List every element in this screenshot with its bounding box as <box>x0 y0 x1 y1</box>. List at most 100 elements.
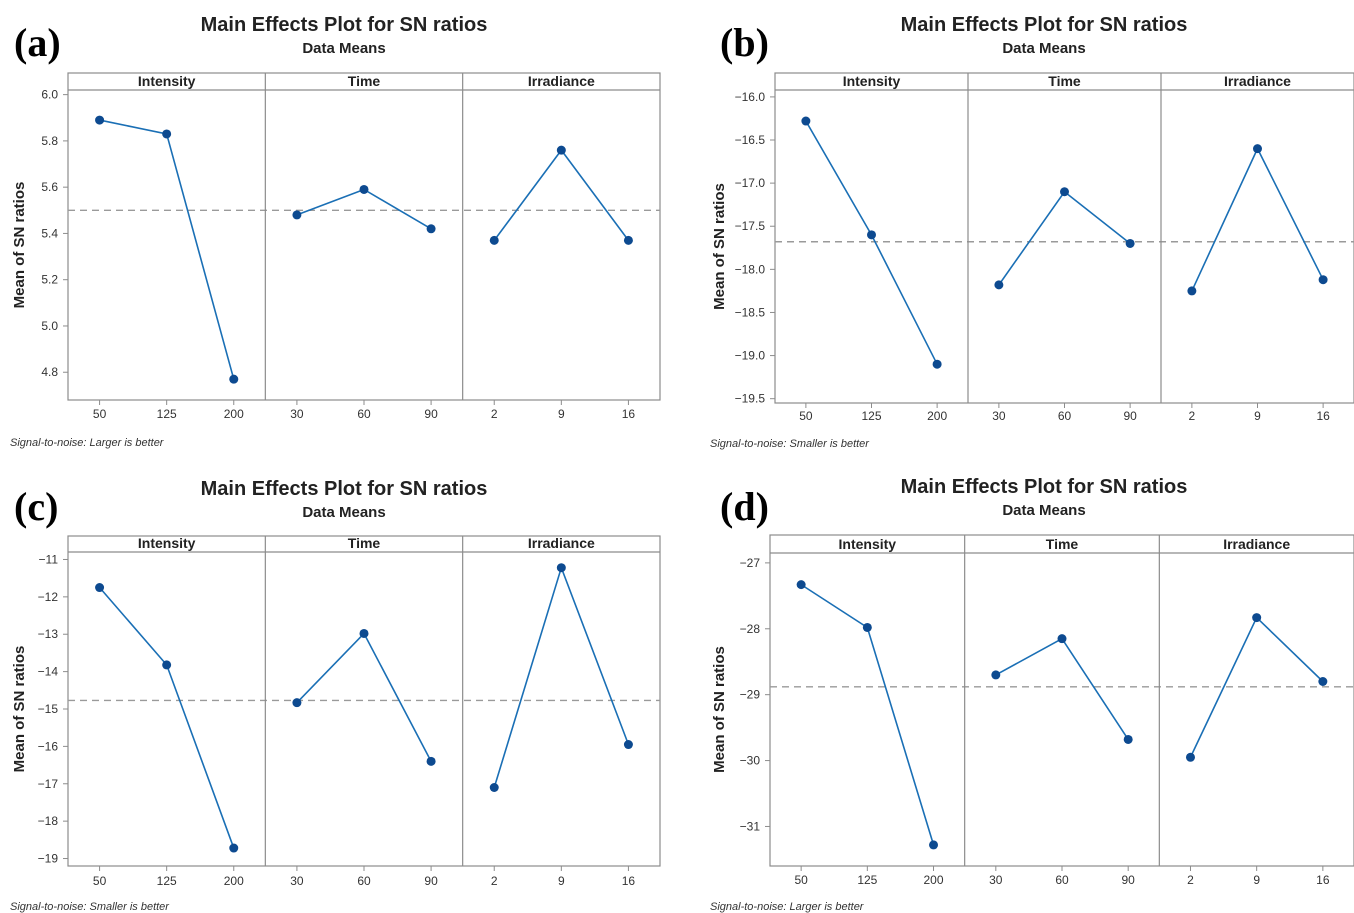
footnote: Signal-to-noise: Smaller is better <box>10 901 170 913</box>
chart-title: Main Effects Plot for SN ratios <box>201 478 488 500</box>
y-tick-label: −27 <box>740 556 761 570</box>
footnote: Signal-to-noise: Smaller is better <box>710 438 870 450</box>
x-tick-label: 30 <box>290 874 304 888</box>
panel-header-irradiance: Irradiance <box>1224 73 1291 89</box>
subplot-label: (c) <box>14 484 58 529</box>
data-point <box>1252 613 1262 623</box>
y-tick-label: 5.8 <box>41 134 58 148</box>
series-line-irradiance <box>1191 146 1324 292</box>
y-tick-label: −13 <box>38 627 59 641</box>
y-tick-label: 6.0 <box>41 88 58 102</box>
y-tick-label: −30 <box>740 754 761 768</box>
x-tick-label: 16 <box>1316 873 1330 887</box>
y-axis-label: Mean of SN ratios <box>11 182 28 309</box>
data-point <box>556 145 566 155</box>
data-point <box>359 184 369 194</box>
series-line-irradiance <box>493 148 630 241</box>
x-tick-label: 50 <box>93 874 107 888</box>
x-tick-label: 125 <box>857 873 877 887</box>
y-tick-label: −12 <box>38 590 59 604</box>
x-tick-label: 60 <box>1055 873 1069 887</box>
data-point <box>1187 286 1197 296</box>
footnote: Signal-to-noise: Larger is better <box>10 437 165 449</box>
y-tick-label: −18 <box>38 814 59 828</box>
x-tick-label: 90 <box>1123 409 1137 423</box>
x-tick-label: 9 <box>1253 873 1260 887</box>
panel-header-irradiance: Irradiance <box>1223 536 1290 552</box>
y-tick-label: −19.0 <box>735 349 766 363</box>
x-tick-label: 2 <box>1187 873 1194 887</box>
x-tick-label: 90 <box>424 874 438 888</box>
x-tick-label: 16 <box>1316 409 1330 423</box>
y-tick-label: −11 <box>39 552 59 566</box>
panel-header-time: Time <box>348 535 381 551</box>
x-tick-label: 125 <box>861 409 881 423</box>
panel-header-irradiance: Irradiance <box>528 73 595 89</box>
data-point <box>929 840 939 850</box>
data-point <box>1318 676 1328 686</box>
data-point <box>489 783 499 792</box>
panel-header-intensity: Intensity <box>138 73 196 89</box>
y-axis-label: Mean of SN ratios <box>711 646 728 773</box>
data-point <box>292 698 302 708</box>
y-tick-label: −18.0 <box>735 262 766 276</box>
y-tick-label: −17.5 <box>735 219 766 233</box>
y-tick-label: −19.5 <box>735 392 766 406</box>
chart-title: Main Effects Plot for SN ratios <box>901 476 1188 498</box>
x-tick-label: 200 <box>224 874 244 888</box>
x-tick-label: 125 <box>157 874 177 888</box>
data-point <box>1060 187 1069 197</box>
data-point <box>229 843 239 853</box>
subplot-d: (d) Main Effects Plot for SN ratios Data M… <box>710 476 1354 913</box>
subplot-label: (d) <box>720 484 769 529</box>
series-line-time <box>995 637 1129 740</box>
series-line-time <box>296 188 432 230</box>
panel-header-intensity: Intensity <box>839 536 897 552</box>
subplot-c: (c) Main Effects Plot for SN ratios Data M… <box>10 478 661 913</box>
y-tick-label: 5.4 <box>41 226 58 240</box>
x-tick-label: 90 <box>424 407 438 421</box>
chart-title: Main Effects Plot for SN ratios <box>901 14 1188 36</box>
y-tick-label: −16.0 <box>735 90 766 104</box>
x-tick-label: 9 <box>558 407 565 421</box>
x-tick-label: 16 <box>622 407 636 421</box>
y-tick-label: −17.0 <box>735 176 766 190</box>
x-tick-label: 125 <box>157 407 177 421</box>
data-point <box>1185 752 1195 762</box>
x-tick-label: 16 <box>622 874 636 888</box>
data-point <box>862 622 872 632</box>
chart-subtitle: Data Means <box>302 504 385 521</box>
data-point <box>162 129 172 139</box>
panel-header-irradiance: Irradiance <box>528 535 595 551</box>
y-axis-label: Mean of SN ratios <box>11 646 28 773</box>
x-tick-label: 2 <box>1189 409 1196 423</box>
chart-subtitle: Data Means <box>1002 502 1085 519</box>
data-point <box>867 230 876 240</box>
data-point <box>932 359 942 369</box>
x-tick-label: 200 <box>924 873 944 887</box>
panel-header-time: Time <box>348 73 381 89</box>
plot-frame <box>774 72 1354 404</box>
x-tick-label: 90 <box>1122 873 1136 887</box>
y-tick-label: −31 <box>740 819 761 833</box>
subplot-a: (a) Main Effects Plot for SN ratios Data M… <box>10 14 661 449</box>
panel-header-intensity: Intensity <box>138 535 196 551</box>
y-tick-label: −17 <box>38 777 59 791</box>
x-tick-label: 60 <box>1058 409 1072 423</box>
plot-frame <box>67 72 661 401</box>
subplot-b: (b) Main Effects Plot for SN ratios Data M… <box>710 14 1354 450</box>
y-tick-label: −16 <box>38 739 59 753</box>
y-tick-label: −15 <box>38 702 59 716</box>
data-point <box>1123 734 1133 744</box>
series-line-time <box>998 190 1131 286</box>
data-point <box>1253 144 1262 154</box>
subplot-label: (b) <box>720 20 769 65</box>
x-tick-label: 2 <box>491 407 498 421</box>
series-line-irradiance <box>493 565 630 788</box>
y-tick-label: 4.8 <box>41 365 58 379</box>
x-tick-label: 200 <box>224 407 244 421</box>
data-point <box>623 235 633 245</box>
y-tick-label: −14 <box>38 665 59 679</box>
data-point <box>994 280 1004 290</box>
subplot-label: (a) <box>14 20 61 65</box>
